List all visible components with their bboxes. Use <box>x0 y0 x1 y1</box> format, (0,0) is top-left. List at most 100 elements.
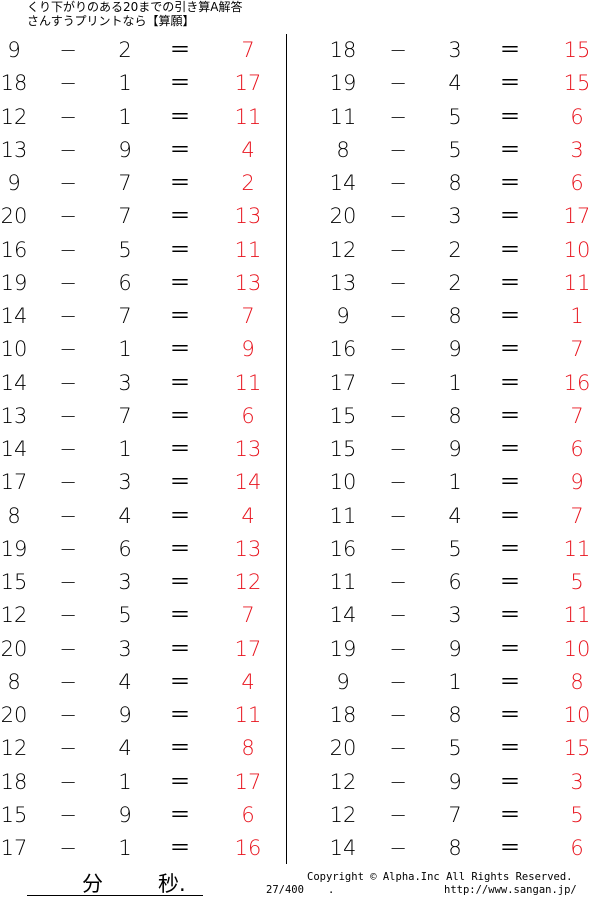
answer: 8 <box>570 669 584 694</box>
equals-sign: ＝ <box>169 603 191 628</box>
minus-sign: − <box>59 603 77 628</box>
minuend: 9 <box>336 304 350 328</box>
minus-sign: − <box>389 636 407 661</box>
seconds-label: 秒. <box>158 872 186 896</box>
answer: 1 <box>570 304 584 328</box>
minus-sign: − <box>59 270 77 295</box>
minus-sign: − <box>389 204 407 229</box>
subtrahend: 7 <box>118 204 132 229</box>
minuend: 8 <box>7 669 21 694</box>
equals-sign: ＝ <box>169 237 191 262</box>
answer: 17 <box>234 636 262 661</box>
subtrahend: 9 <box>118 137 132 162</box>
equals-sign: ＝ <box>499 802 521 827</box>
minuend: 11 <box>329 570 357 594</box>
equals-sign: ＝ <box>169 769 191 794</box>
equals-sign: ＝ <box>499 470 521 495</box>
minus-sign: − <box>389 736 407 761</box>
answer: 16 <box>563 370 591 395</box>
minuend: 14 <box>329 603 357 628</box>
minuend: 20 <box>0 204 28 229</box>
subtrahend: 9 <box>448 437 462 461</box>
answer: 6 <box>570 171 584 195</box>
minuend: 17 <box>329 370 357 395</box>
minuend: 17 <box>0 836 28 860</box>
subtrahend: 1 <box>118 71 132 96</box>
equals-sign: ＝ <box>169 337 191 362</box>
answer: 13 <box>234 270 262 295</box>
equals-sign: ＝ <box>499 437 521 461</box>
equals-sign: ＝ <box>499 736 521 761</box>
subtrahend: 1 <box>118 836 132 860</box>
minus-sign: − <box>59 836 77 860</box>
minuend: 10 <box>0 337 28 362</box>
minuend: 19 <box>329 71 357 96</box>
answer: 2 <box>241 171 255 195</box>
answer: 12 <box>234 570 262 594</box>
worksheet-subtitle: さんすうプリントなら【算願】 <box>27 14 195 28</box>
minuend: 12 <box>0 104 28 129</box>
subtrahend: 3 <box>118 570 132 594</box>
answer: 6 <box>570 437 584 461</box>
equals-sign: ＝ <box>169 736 191 761</box>
minuend: 18 <box>329 38 357 62</box>
answer: 17 <box>234 769 262 794</box>
minuend: 12 <box>329 237 357 262</box>
minuend: 8 <box>7 503 21 528</box>
equals-sign: ＝ <box>499 71 521 96</box>
answer: 13 <box>234 437 262 461</box>
equals-sign: ＝ <box>499 503 521 528</box>
minuend: 15 <box>329 403 357 428</box>
minuend: 19 <box>0 270 28 295</box>
minuend: 12 <box>329 769 357 794</box>
answer: 10 <box>563 703 591 727</box>
subtrahend: 4 <box>118 503 132 528</box>
minus-sign: − <box>389 337 407 362</box>
subtrahend: 4 <box>118 669 132 694</box>
equals-sign: ＝ <box>169 270 191 295</box>
minus-sign: − <box>59 237 77 262</box>
subtrahend: 5 <box>448 736 462 761</box>
minuend: 14 <box>0 304 28 328</box>
minuend: 8 <box>336 137 350 162</box>
subtrahend: 2 <box>448 270 462 295</box>
subtrahend: 9 <box>118 802 132 827</box>
answer: 6 <box>570 104 584 129</box>
subtrahend: 1 <box>118 104 132 129</box>
minuend: 9 <box>7 171 21 195</box>
subtrahend: 1 <box>118 769 132 794</box>
answer: 10 <box>563 636 591 661</box>
minus-sign: − <box>59 204 77 229</box>
minus-sign: − <box>389 603 407 628</box>
minus-sign: − <box>59 304 77 328</box>
answer: 15 <box>563 736 591 761</box>
equals-sign: ＝ <box>169 38 191 62</box>
minuend: 16 <box>329 337 357 362</box>
minuend: 12 <box>0 736 28 761</box>
minus-sign: − <box>59 736 77 761</box>
answer: 11 <box>563 270 591 295</box>
subtrahend: 3 <box>448 204 462 229</box>
answer: 7 <box>570 503 584 528</box>
column-divider <box>286 34 287 864</box>
minuend: 18 <box>0 71 28 96</box>
equals-sign: ＝ <box>169 71 191 96</box>
subtrahend: 7 <box>118 304 132 328</box>
answer: 6 <box>241 403 255 428</box>
minuend: 11 <box>329 104 357 129</box>
answer: 5 <box>570 802 584 827</box>
minuend: 13 <box>329 270 357 295</box>
equals-sign: ＝ <box>169 470 191 495</box>
site-url[interactable]: http://www.sangan.jp/ <box>444 884 577 896</box>
minus-sign: − <box>59 38 77 62</box>
answer: 11 <box>563 603 591 628</box>
worksheet-title: くり下がりのある20までの引き算A解答 <box>27 0 243 14</box>
subtrahend: 8 <box>448 836 462 860</box>
minus-sign: − <box>59 503 77 528</box>
minuend: 14 <box>0 370 28 395</box>
equals-sign: ＝ <box>499 171 521 195</box>
subtrahend: 3 <box>118 370 132 395</box>
equals-sign: ＝ <box>169 536 191 561</box>
copyright-text: Copyright © Alpha.Inc All Rights Reserve… <box>307 871 573 883</box>
minuend: 13 <box>0 137 28 162</box>
